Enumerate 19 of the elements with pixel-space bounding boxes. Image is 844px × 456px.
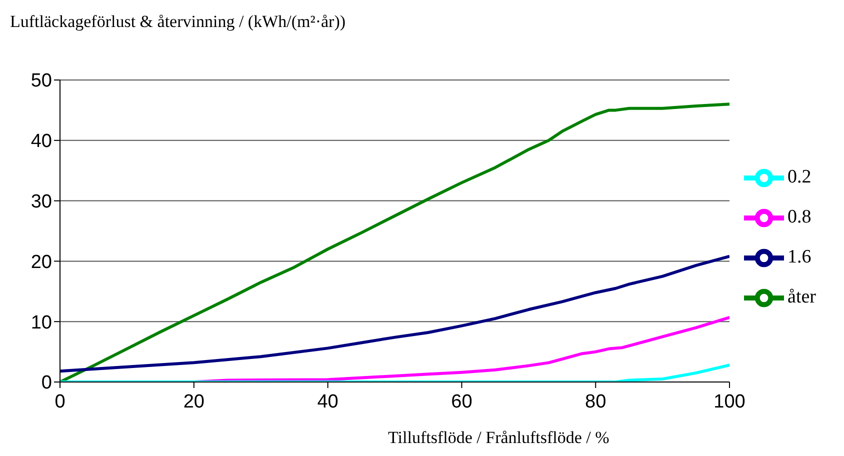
y-tick-label: 10 — [30, 312, 52, 334]
y-tick-label: 40 — [30, 131, 52, 152]
x-tick-label: 100 — [714, 391, 746, 412]
y-tick-label: 50 — [30, 70, 52, 92]
y-tick-label: 30 — [30, 192, 52, 213]
x-tick-label: 0 — [54, 391, 66, 412]
legend-label: 0.8 — [788, 206, 812, 228]
y-tick-label: 0 — [41, 372, 52, 394]
y-axis-title: Luftläckageförlust & återvinning / (kWh/(m²·år)) — [10, 12, 346, 32]
x-tick-label: 60 — [451, 391, 472, 412]
line-series — [60, 254, 730, 373]
x-axis-title: Tilluftsflöde / Frånluftsflöde / % — [388, 428, 610, 448]
x-tick-label: 20 — [183, 391, 204, 412]
y-tick-label: 20 — [30, 252, 52, 273]
legend-label: 1.6 — [788, 246, 812, 268]
x-tick-label: 40 — [317, 391, 338, 412]
x-tick-label: 80 — [585, 391, 606, 412]
legend-label: 0.2 — [788, 166, 812, 188]
legend-label: åter — [788, 286, 816, 308]
